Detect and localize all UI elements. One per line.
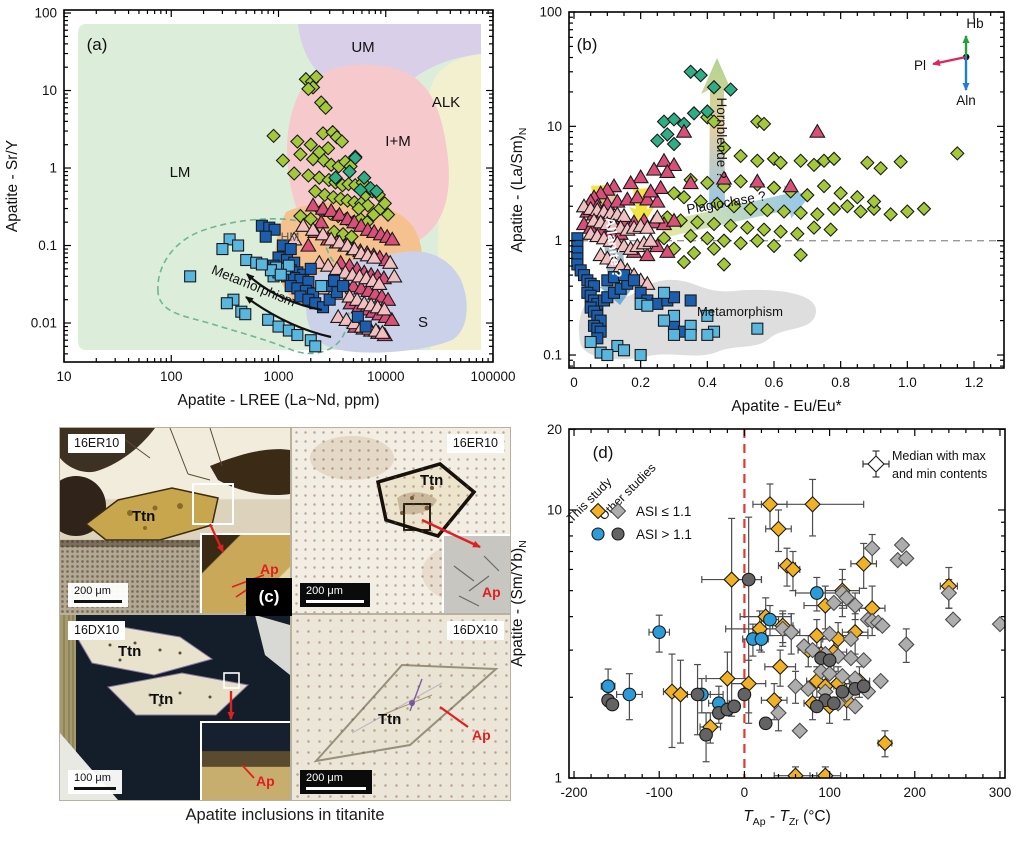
svg-text:10: 10 — [547, 502, 562, 517]
ap-texture-lines — [453, 555, 500, 607]
svg-text:0.01: 0.01 — [31, 316, 57, 331]
panel-d-sm-yb-vs-temperature-chart: -200 -100 0 100 200 300 1 10 20 TAp - TZr (°C) Apa… — [509, 422, 1012, 828]
svg-text:1: 1 — [554, 233, 562, 248]
svg-text:1: 1 — [49, 161, 57, 176]
apatite-label: Ap — [482, 584, 501, 600]
svg-text:and min contents: and min contents — [892, 467, 987, 481]
sample-label: 16ER10 — [68, 434, 126, 453]
ap-pointer-lines — [241, 764, 255, 779]
svg-text:100: 100 — [34, 6, 57, 21]
scale-bar: 200 μm — [300, 582, 370, 607]
svg-text:Apatite - (La/Sm)N: Apatite - (La/Sm)N — [509, 128, 529, 253]
apatite-label: Ap — [472, 727, 491, 743]
photo-16dx10-crossed-polars: Ap Ttn Ttn 16DX10 100 μm — [59, 614, 291, 801]
svg-text:HM: HM — [281, 230, 300, 244]
svg-text:1000: 1000 — [263, 369, 293, 384]
svg-text:0.1: 0.1 — [543, 348, 562, 363]
scale-bar-line — [74, 787, 116, 790]
svg-text:100: 100 — [818, 785, 841, 800]
svg-text:1.0: 1.0 — [898, 375, 917, 390]
svg-text:Apatite - (Sm/Yb)N: Apatite - (Sm/Yb)N — [509, 540, 529, 666]
sample-label: 16DX10 — [446, 621, 504, 640]
titanite-label: Ttn — [378, 711, 402, 728]
panel-c-caption: Apatite inclusions in titanite — [185, 806, 385, 824]
panel-a-sr-y-vs-lree-chart: 10 100 1000 10000 100000 0.01 0.1 1 10 100 Apatite… — [4, 6, 516, 409]
svg-text:ASI ≤ 1.1: ASI ≤ 1.1 — [636, 504, 691, 519]
svg-text:LM: LM — [170, 164, 191, 181]
scale-bar-line — [74, 600, 122, 603]
svg-text:-100: -100 — [646, 785, 673, 800]
inclusion-inset: Ap — [200, 721, 290, 800]
scale-bar-line — [306, 787, 366, 790]
photo-16dx10-plane-light: Ttn Ap 16DX10 200 μm — [291, 614, 511, 801]
svg-text:Hb: Hb — [966, 16, 983, 31]
svg-text:ALK: ALK — [432, 94, 460, 111]
inclusion-inset: Ap — [442, 534, 510, 613]
scale-bar: 100 μm — [68, 769, 122, 794]
svg-text:Aln: Aln — [956, 93, 976, 108]
svg-text:0.1: 0.1 — [38, 238, 57, 253]
photo-16er10-separate-grain: Ap Ttn 16ER10 200 μm — [291, 427, 511, 614]
svg-text:Apatite - LREE (La~Nd, ppm): Apatite - LREE (La~Nd, ppm) — [177, 392, 379, 409]
svg-text:0.2: 0.2 — [631, 375, 650, 390]
svg-text:20: 20 — [547, 422, 562, 437]
svg-text:Hornblende ?: Hornblende ? — [714, 97, 729, 178]
scale-bar: 200 μm — [300, 769, 372, 794]
panel-c-photomicrographs: Ap Ttn 16ER10 200 μm Ap T — [59, 427, 511, 828]
svg-text:Pl: Pl — [914, 58, 926, 73]
sample-label: 16ER10 — [446, 434, 504, 453]
svg-text:100000: 100000 — [470, 369, 515, 384]
svg-text:1.2: 1.2 — [965, 375, 984, 390]
svg-text:ASI > 1.1: ASI > 1.1 — [636, 527, 692, 542]
svg-text:Apatite - Eu/Eu*: Apatite - Eu/Eu* — [731, 398, 841, 415]
svg-text:10000: 10000 — [367, 369, 405, 384]
svg-text:10: 10 — [547, 119, 562, 134]
svg-text:Apatite - Sr/Y: Apatite - Sr/Y — [4, 140, 21, 232]
apatite-label: Ap — [260, 561, 279, 577]
titanite-label: Ttn — [118, 643, 142, 660]
svg-text:(b): (b) — [577, 35, 598, 54]
apatite-label: Ap — [256, 773, 275, 789]
svg-text:Median with max: Median with max — [892, 449, 987, 463]
panel-b-la-sm-vs-eu-chart: 0 0.2 0.4 0.6 0.8 1.0 1.2 0.1 1 10 100 Apatite - Eu… — [509, 5, 1005, 415]
titanite-label: Ttn — [150, 691, 174, 708]
svg-text:(a): (a) — [87, 35, 108, 54]
titanite-label: Ttn — [420, 472, 444, 489]
svg-text:0: 0 — [570, 375, 578, 390]
svg-text:0: 0 — [741, 785, 749, 800]
svg-text:Allanite ?: Allanite ? — [602, 216, 624, 278]
svg-text:100: 100 — [539, 5, 562, 20]
svg-text:0.6: 0.6 — [765, 375, 784, 390]
svg-text:I+M: I+M — [385, 133, 410, 150]
svg-text:100: 100 — [160, 369, 183, 384]
svg-text:Metamorphism: Metamorphism — [697, 304, 783, 319]
svg-text:-200: -200 — [561, 785, 588, 800]
titanite-label: Ttn — [132, 508, 156, 525]
svg-text:10: 10 — [56, 369, 71, 384]
svg-text:0.8: 0.8 — [831, 375, 850, 390]
svg-text:UM: UM — [351, 39, 374, 56]
scale-bar-line — [306, 600, 364, 603]
svg-text:S: S — [418, 314, 428, 331]
panel-c-letter: (c) — [246, 578, 292, 616]
svg-text:300: 300 — [989, 785, 1012, 800]
scale-bar: 200 μm — [68, 582, 128, 607]
sample-label: 16DX10 — [68, 621, 126, 640]
svg-text:1: 1 — [554, 771, 562, 786]
svg-text:0.4: 0.4 — [698, 375, 717, 390]
svg-text:10: 10 — [42, 83, 57, 98]
svg-text:TAp - TZr (°C): TAp - TZr (°C) — [743, 808, 831, 828]
svg-text:(d): (d) — [593, 443, 614, 462]
svg-text:200: 200 — [904, 785, 927, 800]
